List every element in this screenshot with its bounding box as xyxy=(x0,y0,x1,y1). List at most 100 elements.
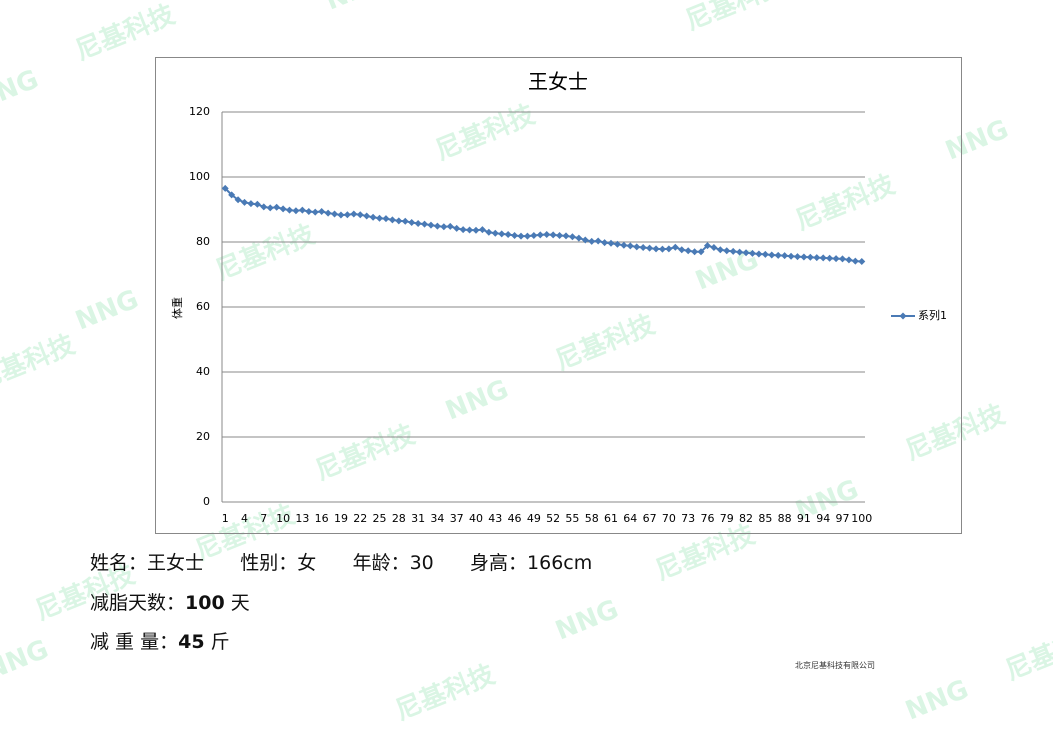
footer: 北京尼基科技有限公司 xyxy=(795,661,875,670)
point-marker xyxy=(748,249,756,257)
point-marker xyxy=(652,245,660,253)
x-tick-label: 16 xyxy=(315,512,329,525)
y-tick-label: 80 xyxy=(196,235,210,248)
unit: 斤 xyxy=(210,631,230,653)
y-axis-label: 体重 xyxy=(170,297,184,319)
point-marker xyxy=(658,245,666,253)
x-tick-label: 28 xyxy=(392,512,406,525)
point-marker xyxy=(671,243,679,251)
x-tick-label: 46 xyxy=(508,512,522,525)
point-marker xyxy=(382,215,390,223)
point-marker xyxy=(311,208,319,216)
label: 减脂天数： xyxy=(90,592,186,614)
point-marker xyxy=(594,237,602,245)
point-marker xyxy=(601,239,609,247)
point-marker xyxy=(729,247,737,255)
point-marker xyxy=(504,231,512,239)
point-marker xyxy=(851,257,859,265)
point-marker xyxy=(613,240,621,248)
x-tick-label: 22 xyxy=(353,512,367,525)
point-marker xyxy=(446,222,454,230)
chart-frame xyxy=(155,57,962,534)
point-marker xyxy=(832,255,840,263)
point-marker xyxy=(453,224,461,232)
point-marker xyxy=(485,228,493,236)
point-marker xyxy=(337,211,345,219)
point-marker xyxy=(787,252,795,260)
x-tick-label: 91 xyxy=(797,512,811,525)
legend-label: 系列1 xyxy=(918,308,947,322)
point-marker xyxy=(826,254,834,262)
point-marker xyxy=(742,249,750,257)
y-tick-label: 40 xyxy=(196,365,210,378)
point-marker xyxy=(684,247,692,255)
y-tick-label: 120 xyxy=(189,105,210,118)
point-marker xyxy=(800,253,808,261)
x-tick-label: 100 xyxy=(851,512,872,525)
point-marker xyxy=(247,200,255,208)
label: 减 重 量： xyxy=(90,631,179,653)
point-marker xyxy=(498,230,506,238)
value: 45 xyxy=(178,631,205,653)
label: 身高： xyxy=(470,552,528,574)
point-marker xyxy=(388,216,396,224)
label: 性别： xyxy=(240,552,298,574)
point-marker xyxy=(845,256,853,264)
x-tick-label: 85 xyxy=(758,512,772,525)
y-tick-label: 60 xyxy=(196,300,210,313)
point-marker xyxy=(562,232,570,240)
point-marker xyxy=(343,211,351,219)
point-marker xyxy=(511,232,519,239)
point-marker xyxy=(234,196,242,204)
x-tick-label: 73 xyxy=(681,512,695,525)
x-tick-label: 61 xyxy=(604,512,618,525)
point-marker xyxy=(556,232,564,239)
point-marker xyxy=(530,232,538,239)
x-tick-label: 79 xyxy=(720,512,734,525)
x-tick-label: 94 xyxy=(816,512,830,525)
x-tick-label: 4 xyxy=(241,512,248,525)
point-marker xyxy=(639,244,647,252)
point-marker xyxy=(517,232,525,240)
point-marker xyxy=(723,247,731,255)
x-tick-label: 64 xyxy=(623,512,637,525)
point-marker xyxy=(793,253,801,261)
point-marker xyxy=(395,217,403,225)
x-tick-label: 19 xyxy=(334,512,348,525)
point-marker xyxy=(266,204,274,212)
x-tick-label: 70 xyxy=(662,512,676,525)
point-marker xyxy=(736,248,744,256)
value: 30 xyxy=(409,552,434,574)
point-marker xyxy=(716,246,724,254)
point-marker xyxy=(408,219,416,226)
x-tick-label: 67 xyxy=(643,512,657,525)
point-marker xyxy=(459,226,467,234)
point-marker xyxy=(466,226,474,234)
point-marker xyxy=(626,242,634,250)
point-marker xyxy=(491,229,499,237)
info-line: 姓名：王女士 性别：女 年龄：30 身高：166cm xyxy=(90,548,592,575)
value: 王女士 xyxy=(147,552,205,574)
point-marker xyxy=(620,241,628,249)
legend-marker xyxy=(899,312,907,320)
point-marker xyxy=(678,246,686,254)
x-tick-label: 31 xyxy=(411,512,425,525)
label: 姓名： xyxy=(90,552,148,574)
point-marker xyxy=(472,226,480,234)
point-marker xyxy=(646,244,654,252)
point-marker xyxy=(478,226,486,234)
point-marker xyxy=(697,248,705,256)
point-marker xyxy=(414,219,422,227)
y-tick-label: 20 xyxy=(196,430,210,443)
point-marker xyxy=(858,258,866,265)
point-marker xyxy=(401,217,409,225)
info-line: 减 重 量：45 斤 xyxy=(90,627,230,654)
x-tick-label: 43 xyxy=(488,512,502,525)
point-marker xyxy=(376,214,384,222)
x-tick-label: 97 xyxy=(835,512,849,525)
point-marker xyxy=(305,207,313,215)
point-marker xyxy=(440,223,448,231)
point-marker xyxy=(241,198,249,206)
